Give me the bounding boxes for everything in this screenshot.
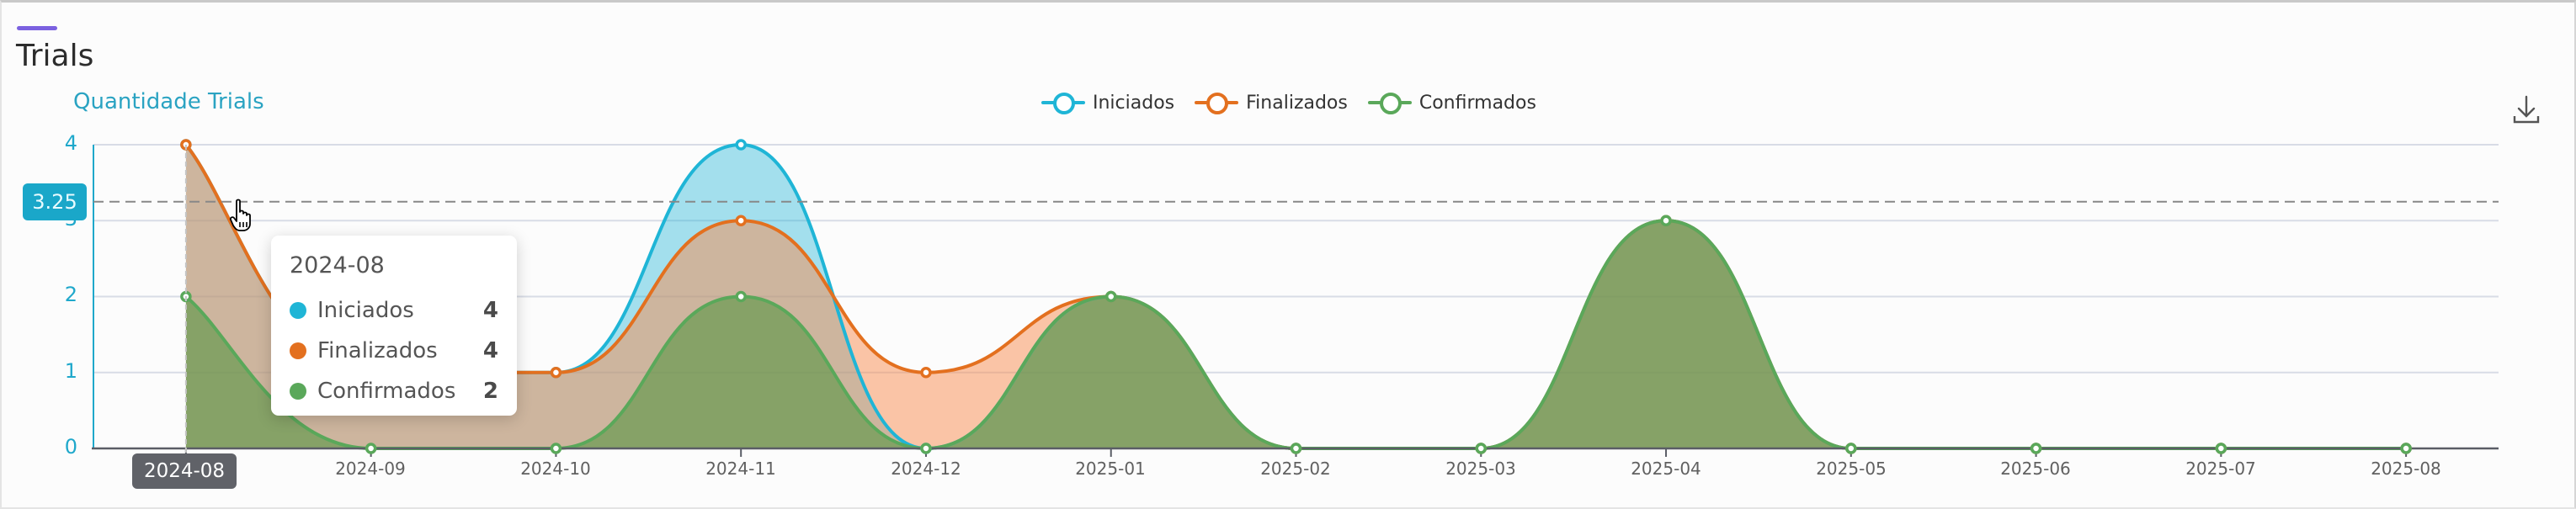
chart-title: Quantidade Trials: [73, 89, 264, 114]
legend-label: Confirmados: [1418, 92, 1536, 114]
x-tick-label: 2025-03: [1445, 459, 1516, 479]
data-point[interactable]: [735, 290, 747, 303]
data-point[interactable]: [1104, 290, 1117, 303]
tooltip-row-iniciados: Iniciados 4: [290, 290, 498, 331]
line-circle-icon: [1041, 91, 1085, 114]
y-tick-label: 2: [64, 283, 77, 306]
y-tick-label: 4: [64, 131, 77, 155]
tooltip-title: 2024-08: [290, 252, 385, 278]
y-tick-label: 0: [64, 435, 77, 459]
y-axis-pointer-label: 3.25: [23, 183, 87, 220]
series-dot-icon: [290, 302, 306, 319]
x-tick-label: 2024-11: [705, 459, 776, 479]
legend-label: Finalizados: [1246, 92, 1348, 114]
card-title: Trials: [16, 39, 94, 73]
series-dot-icon: [290, 342, 306, 359]
tooltip-series-name: Confirmados: [317, 379, 456, 404]
tooltip-series-name: Finalizados: [317, 338, 438, 363]
data-point[interactable]: [735, 139, 747, 151]
chart-tooltip: 2024-08 Iniciados 4 Finalizados 4 Confir…: [271, 236, 517, 416]
x-tick-label: 2024-10: [520, 459, 591, 479]
x-tick-label: 2025-07: [2185, 459, 2256, 479]
data-point[interactable]: [2400, 443, 2412, 454]
x-tick-label: 2025-08: [2371, 459, 2441, 479]
line-circle-icon: [1367, 91, 1412, 114]
data-point[interactable]: [735, 215, 747, 226]
tooltip-row-confirmados: Confirmados 2: [290, 371, 498, 411]
data-point[interactable]: [2030, 443, 2042, 454]
data-point[interactable]: [550, 367, 562, 379]
series-dot-icon: [290, 383, 306, 400]
title-accent-bar: [17, 26, 57, 30]
tooltip-series-name: Iniciados: [317, 298, 414, 323]
legend-item-finalizados[interactable]: Finalizados: [1195, 91, 1348, 114]
x-axis-pointer-label: 2024-08: [132, 453, 237, 489]
legend-item-confirmados[interactable]: Confirmados: [1367, 91, 1536, 114]
data-point[interactable]: [920, 367, 932, 379]
data-point[interactable]: [1845, 443, 1857, 454]
chart-legend: Iniciados Finalizados Confirmados: [1041, 87, 1557, 118]
x-tick-label: 2025-04: [1631, 459, 1701, 479]
download-button[interactable]: [2512, 94, 2541, 126]
data-point[interactable]: [365, 443, 377, 454]
data-point[interactable]: [1660, 215, 1672, 226]
tooltip-series-value: 4: [482, 338, 498, 363]
data-point[interactable]: [2215, 443, 2227, 454]
x-tick-label: 2025-05: [1816, 459, 1887, 479]
series-area-confirmados: [185, 220, 2407, 448]
x-tick-label: 2024-12: [891, 459, 961, 479]
data-point[interactable]: [550, 443, 562, 454]
y-tick-label: 1: [64, 359, 77, 383]
hand-pointer-cursor-icon: [229, 199, 251, 231]
line-circle-icon: [1195, 91, 1239, 114]
tooltip-series-value: 2: [482, 379, 498, 404]
x-tick-label: 2024-09: [335, 459, 406, 479]
data-point[interactable]: [920, 443, 932, 454]
x-tick-label: 2025-06: [2000, 459, 2071, 479]
legend-label: Iniciados: [1093, 92, 1175, 114]
download-icon: [2513, 95, 2540, 124]
tooltip-row-finalizados: Finalizados 4: [290, 331, 498, 371]
x-tick-label: 2025-02: [1260, 459, 1331, 479]
x-tick-label: 2025-01: [1075, 459, 1146, 479]
data-point[interactable]: [1475, 443, 1488, 454]
tooltip-series-value: 4: [482, 298, 498, 323]
data-point[interactable]: [1290, 443, 1302, 454]
legend-item-iniciados[interactable]: Iniciados: [1041, 91, 1174, 114]
